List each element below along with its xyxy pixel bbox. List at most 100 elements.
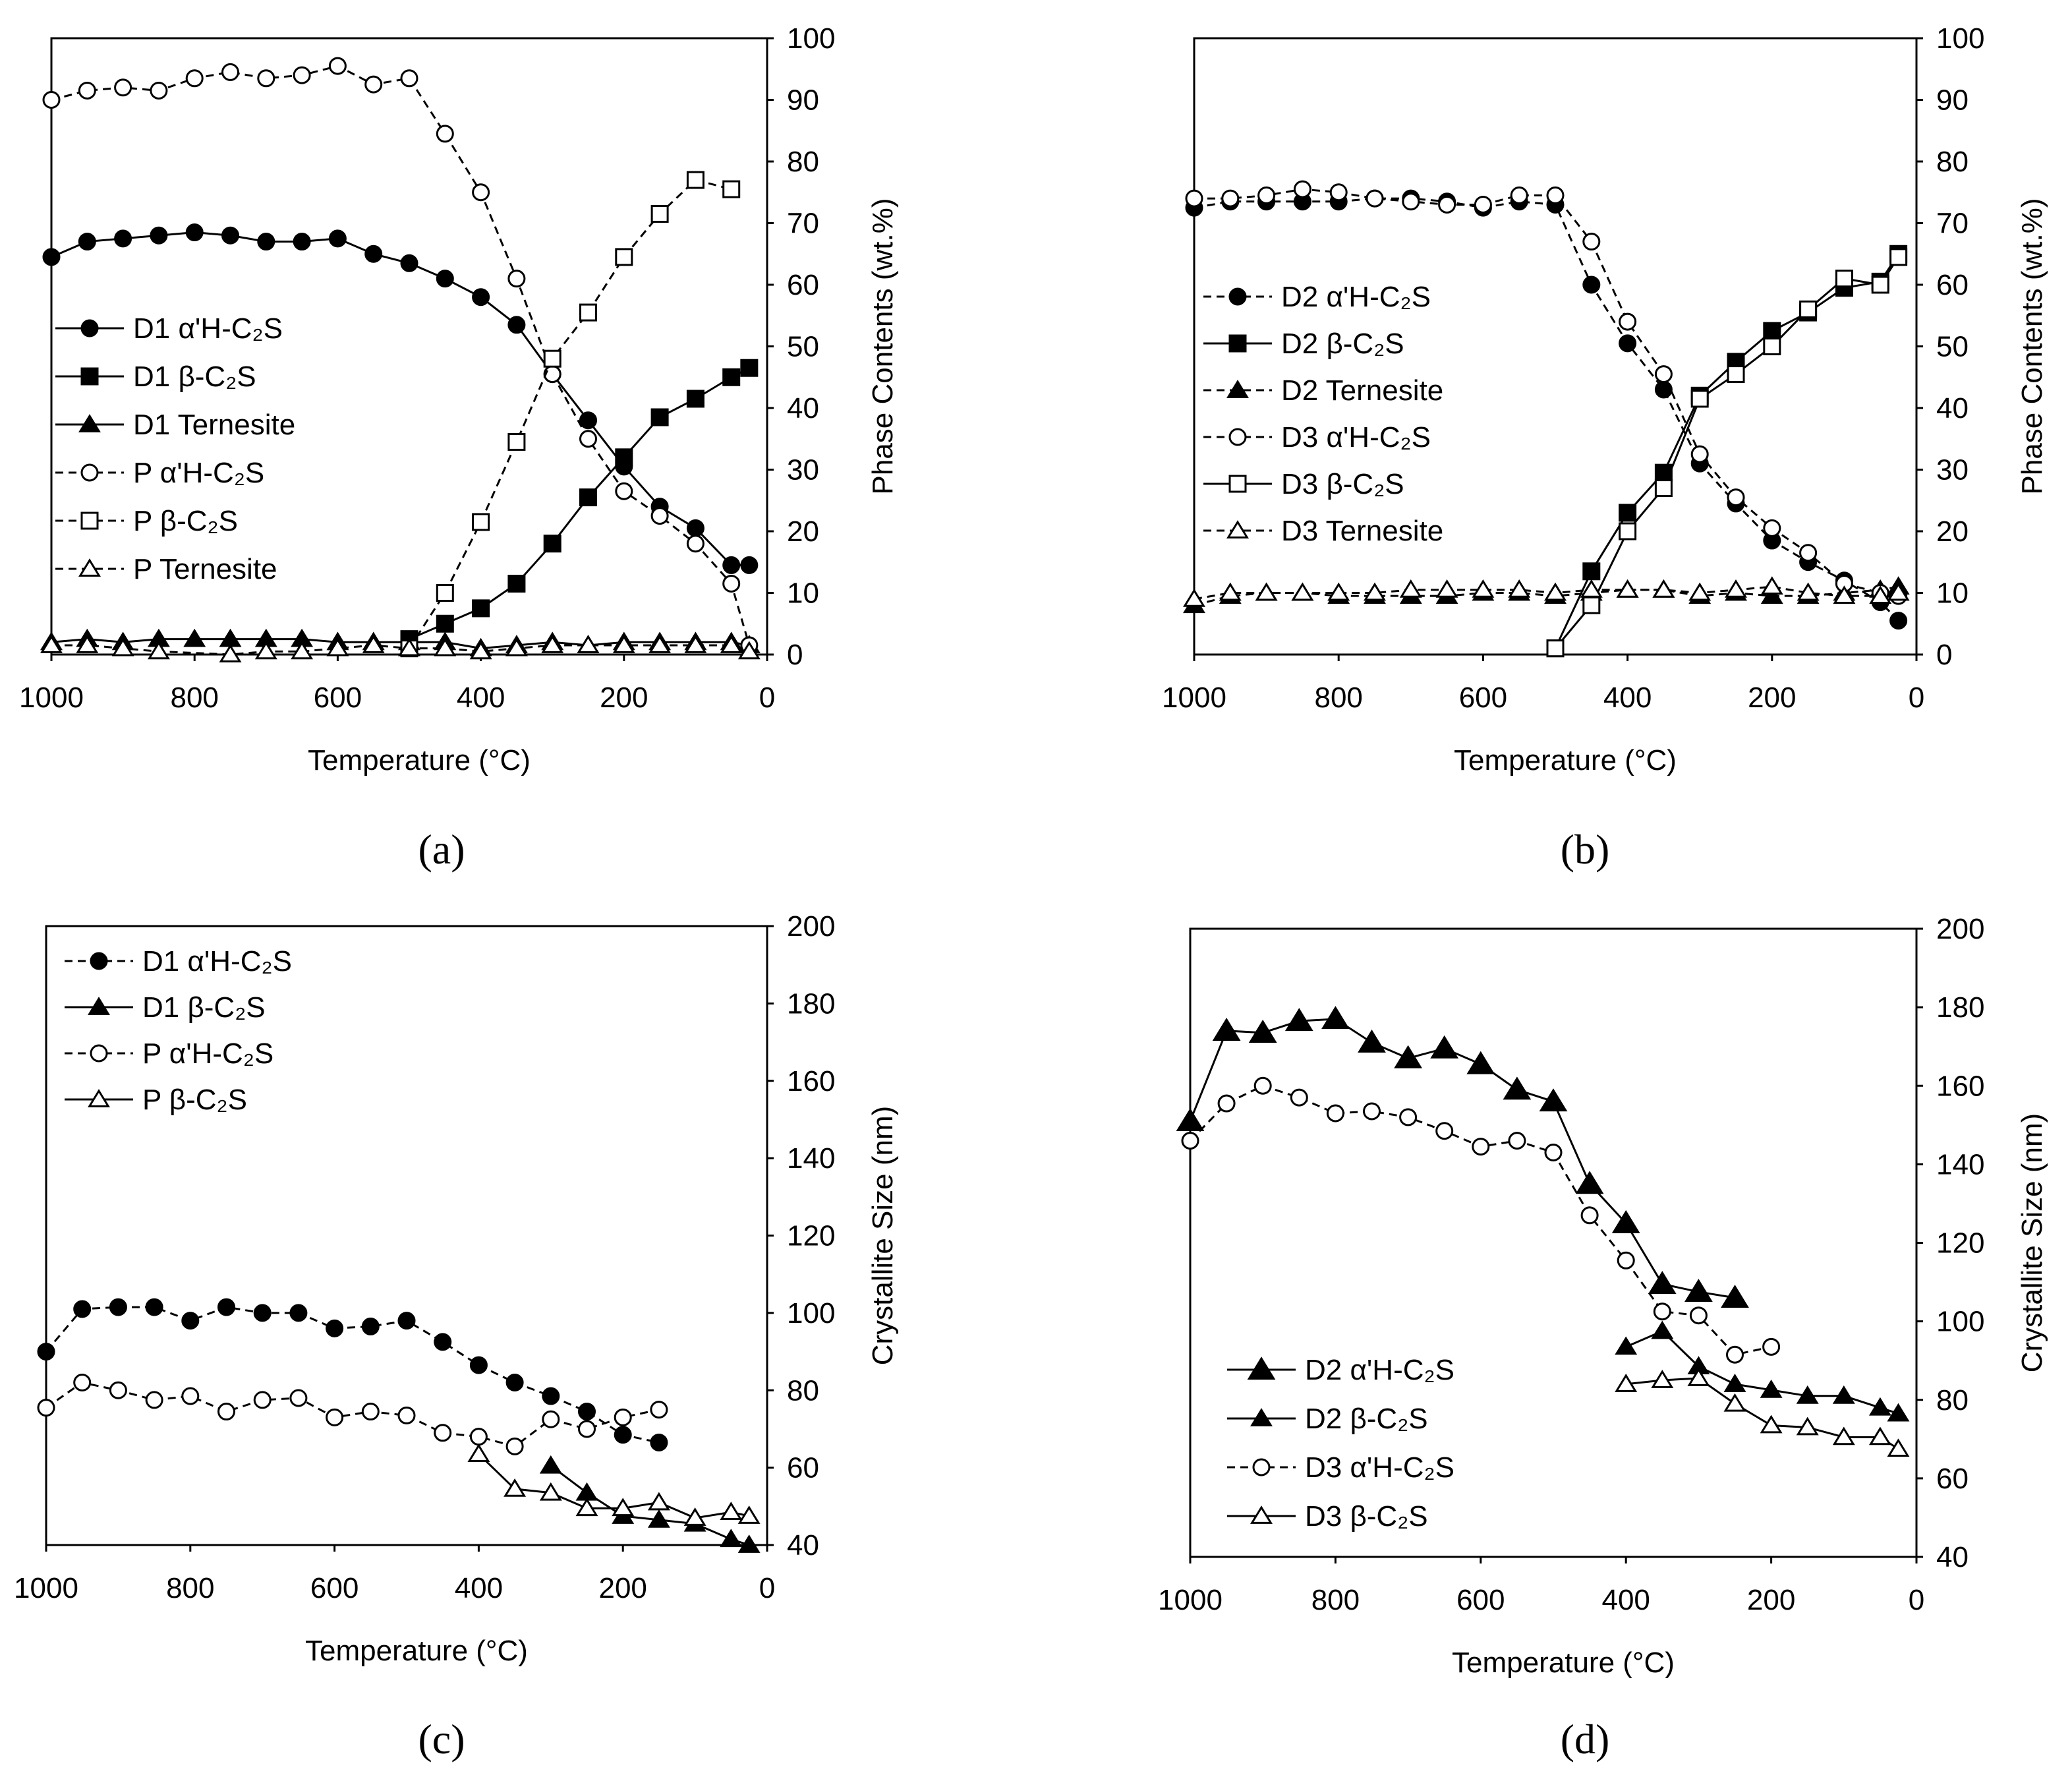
data-point xyxy=(1219,582,1242,601)
data-point xyxy=(579,411,597,430)
panel-c: 1000 800 600 400 200 0 40 60 80 100 120 140 160 180 20… xyxy=(14,910,899,1763)
data-point xyxy=(289,1389,308,1407)
data-point xyxy=(1582,233,1601,251)
data-point xyxy=(434,1424,452,1442)
legend-label: P α'H-C₂S xyxy=(133,457,264,489)
data-point xyxy=(1887,582,1910,601)
data-point xyxy=(397,1312,416,1330)
data-point xyxy=(397,1406,416,1424)
data-point xyxy=(650,507,669,525)
data-point xyxy=(42,91,61,109)
series-p-h-c-s xyxy=(37,1374,668,1455)
legend-item: D2 β-C₂S xyxy=(1227,1403,1428,1435)
data-point xyxy=(434,1333,452,1351)
x-tick-label: 0 xyxy=(759,1572,775,1604)
data-point xyxy=(684,635,707,653)
y-tick-label: 70 xyxy=(1936,208,1969,240)
data-point xyxy=(1762,1337,1781,1356)
y-tick-label: 70 xyxy=(787,208,819,240)
data-point xyxy=(1887,1438,1910,1457)
legend-item: D3 α'H-C₂S xyxy=(1227,1451,1454,1484)
data-point xyxy=(1615,1374,1638,1392)
legend-label: D3 β-C₂S xyxy=(1305,1500,1428,1533)
legend-label: D1 Ternesite xyxy=(133,409,295,441)
x-tick-label: 400 xyxy=(1603,682,1652,714)
legend-item: P Ternesite xyxy=(55,553,277,585)
data-point xyxy=(398,637,420,657)
panel-a: 1000 800 600 400 200 00 10 20 30 40 50 60 70 80 90 100 T… xyxy=(19,22,899,873)
x-tick-label: 600 xyxy=(1456,1584,1505,1616)
x-tick-label: 200 xyxy=(598,1572,647,1604)
y-tick-label: 80 xyxy=(787,1374,819,1407)
legend-label: D1 α'H-C₂S xyxy=(133,312,283,345)
panel-label: (b) xyxy=(1561,826,1610,873)
data-point xyxy=(114,229,132,248)
data-point xyxy=(1654,380,1673,399)
data-point xyxy=(740,556,759,574)
data-point xyxy=(1503,1076,1532,1100)
data-point xyxy=(579,430,597,448)
data-point xyxy=(686,390,705,408)
data-point xyxy=(472,513,490,531)
data-point xyxy=(436,125,454,143)
data-point xyxy=(78,233,96,251)
data-point xyxy=(1611,1210,1640,1233)
data-point xyxy=(615,248,633,266)
legend-label: D3 α'H-C₂S xyxy=(1281,421,1431,453)
data-point xyxy=(504,1478,527,1497)
legend-marker xyxy=(1228,287,1247,306)
data-point xyxy=(257,69,275,88)
data-point xyxy=(469,1356,488,1374)
data-point xyxy=(1248,1019,1277,1043)
data-point xyxy=(1619,522,1637,540)
x-axis-title: Temperature (°C) xyxy=(1454,744,1677,776)
data-point xyxy=(737,1505,761,1524)
x-tick-label: 600 xyxy=(310,1572,359,1604)
data-point xyxy=(361,1403,380,1421)
series-line xyxy=(45,1306,660,1444)
data-point xyxy=(217,1403,235,1421)
legend-label: P Ternesite xyxy=(133,553,277,585)
data-point xyxy=(1510,186,1528,204)
data-point xyxy=(326,1319,344,1337)
legend-item: D3 Ternesite xyxy=(1203,515,1443,547)
data-point xyxy=(37,1399,55,1417)
data-point xyxy=(1284,1008,1313,1032)
x-tick-label: 400 xyxy=(1601,1584,1650,1616)
data-point xyxy=(1653,1302,1671,1321)
data-point xyxy=(507,432,526,451)
data-point xyxy=(1466,1051,1495,1074)
series-d2-ternesite xyxy=(1183,576,1910,614)
legend-marker xyxy=(1250,1505,1273,1524)
series-line xyxy=(51,644,750,656)
data-point xyxy=(1617,1251,1635,1270)
x-axis-title: Temperature (°C) xyxy=(308,744,531,776)
y-tick-label: 10 xyxy=(1936,577,1969,610)
legend-item: D3 β-C₂S xyxy=(1227,1500,1428,1533)
legend-label: P α'H-C₂S xyxy=(142,1037,273,1070)
data-point xyxy=(1723,1393,1746,1412)
x-tick-label: 1000 xyxy=(1162,682,1226,714)
series-d1-c-s xyxy=(400,359,759,649)
data-point xyxy=(1255,582,1278,601)
series-d1-c-s xyxy=(539,1455,761,1553)
series-line xyxy=(1625,1329,1899,1415)
data-point xyxy=(1546,186,1565,204)
data-point xyxy=(1760,576,1783,595)
y-tick-label: 160 xyxy=(787,1065,835,1097)
data-point xyxy=(185,223,204,242)
y-tick-label: 100 xyxy=(787,22,835,55)
data-point xyxy=(1430,1035,1459,1059)
data-point xyxy=(650,204,669,223)
legend-marker xyxy=(78,558,101,577)
panel-d: 1000 800 600 400 200 0 40 60 80 100 120 140 160 180 20… xyxy=(1158,913,2048,1763)
legend-item: D2 α'H-C₂S xyxy=(1203,281,1431,313)
x-tick-label: 200 xyxy=(600,682,648,714)
data-point xyxy=(1725,579,1747,598)
data-point xyxy=(1832,1426,1855,1445)
y-tick-label: 80 xyxy=(1936,1384,1969,1416)
y-tick-label: 60 xyxy=(787,269,819,301)
data-point xyxy=(1651,1370,1674,1388)
data-point xyxy=(150,226,168,245)
